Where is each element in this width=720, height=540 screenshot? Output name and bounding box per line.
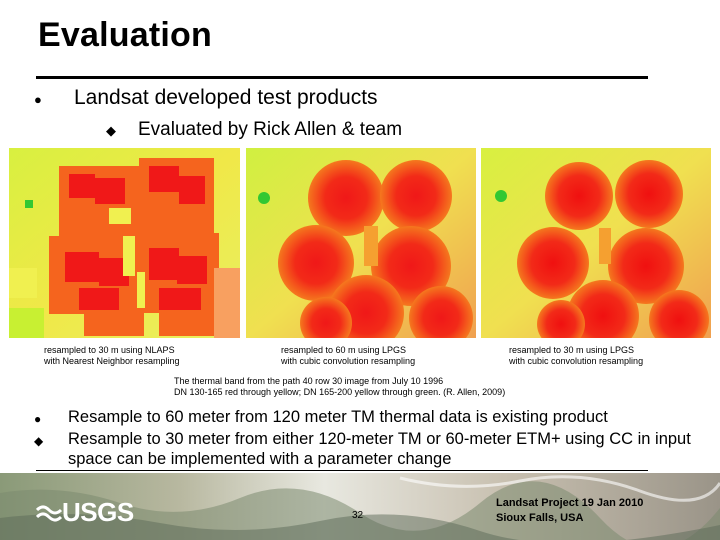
note-line: DN 130-165 red through yellow; DN 165-20… (174, 387, 506, 397)
note-line: The thermal band from the path 40 row 30… (174, 376, 444, 386)
footer-location-line: Sioux Falls, USA (496, 512, 584, 524)
caption-line: resampled to 60 m using LPGS (281, 345, 407, 355)
footer-project-info: Landsat Project 19 Jan 2010 Sioux Falls,… (496, 496, 643, 526)
round-bullet-icon: ● (34, 92, 42, 107)
diamond-bullet-icon: ◆ (34, 434, 44, 448)
caption-line: with cubic convolution resampling (281, 356, 416, 366)
bullet-level1: ● Landsat developed test products (34, 86, 378, 110)
caption-panel-2: resampled to 60 m using LPGS with cubic … (281, 345, 415, 367)
round-bullet-icon: ● (34, 412, 42, 426)
bullet2-text: Evaluated by Rick Allen & team (138, 119, 403, 140)
usgs-logo-text: USGS (62, 497, 134, 527)
footer-satellite-banner (0, 473, 720, 540)
footer-rule (36, 470, 648, 471)
caption-line: with cubic convolution resampling (509, 356, 644, 366)
list-item: ◆ Resample to 30 meter from either 120-m… (34, 429, 720, 469)
caption-panel-1: resampled to 30 m using NLAPS with Neare… (44, 345, 180, 367)
title-rule (36, 76, 648, 79)
bullet-level2: ◆ Evaluated by Rick Allen & team (106, 119, 402, 141)
bullet1-text: Landsat developed test products (74, 86, 378, 109)
usgs-logo: USGS (36, 497, 134, 528)
bottom-bullet-text: Resample to 30 meter from either 120-met… (68, 430, 691, 468)
thermal-image-nlaps (9, 148, 240, 338)
caption-panel-3: resampled to 30 m using LPGS with cubic … (509, 345, 643, 367)
bottom-bullet-list: ● Resample to 60 meter from 120 meter TM… (34, 407, 720, 469)
bottom-bullet-text: Resample to 60 meter from 120 meter TM t… (68, 408, 608, 426)
list-item: ● Resample to 60 meter from 120 meter TM… (34, 407, 720, 429)
caption-line: resampled to 30 m using NLAPS (44, 345, 175, 355)
slide-title: Evaluation (38, 16, 212, 54)
caption-line: with Nearest Neighbor resampling (44, 356, 180, 366)
figure-note: The thermal band from the path 40 row 30… (174, 376, 505, 398)
caption-line: resampled to 30 m using LPGS (509, 345, 635, 355)
thermal-image-lpgs-30m (481, 148, 711, 338)
thermal-image-lpgs-60m (246, 148, 476, 338)
usgs-wave-icon (36, 505, 62, 521)
footer-project-line: Landsat Project 19 Jan 2010 (496, 497, 644, 509)
diamond-bullet-icon: ◆ (106, 123, 116, 138)
page-number: 32 (352, 510, 364, 521)
